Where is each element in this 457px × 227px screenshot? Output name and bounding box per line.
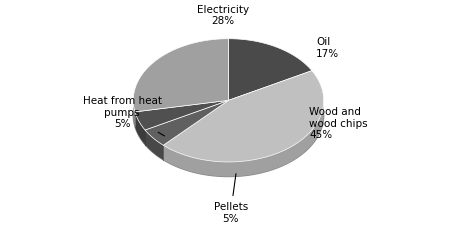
Polygon shape <box>133 101 135 127</box>
Text: Heat from heat
pumps
5%: Heat from heat pumps 5% <box>83 96 165 136</box>
Text: Pellets
5%: Pellets 5% <box>213 174 248 223</box>
Polygon shape <box>145 131 163 160</box>
Text: Wood and
wood chips
45%: Wood and wood chips 45% <box>309 107 368 140</box>
Polygon shape <box>135 101 228 131</box>
Polygon shape <box>133 115 324 177</box>
Text: Oil
17%: Oil 17% <box>316 37 339 59</box>
Polygon shape <box>133 39 228 112</box>
Polygon shape <box>135 112 145 145</box>
Polygon shape <box>163 101 324 177</box>
Polygon shape <box>163 71 324 162</box>
Text: Electricity
28%: Electricity 28% <box>197 5 249 26</box>
Polygon shape <box>228 39 312 101</box>
Polygon shape <box>145 101 228 146</box>
